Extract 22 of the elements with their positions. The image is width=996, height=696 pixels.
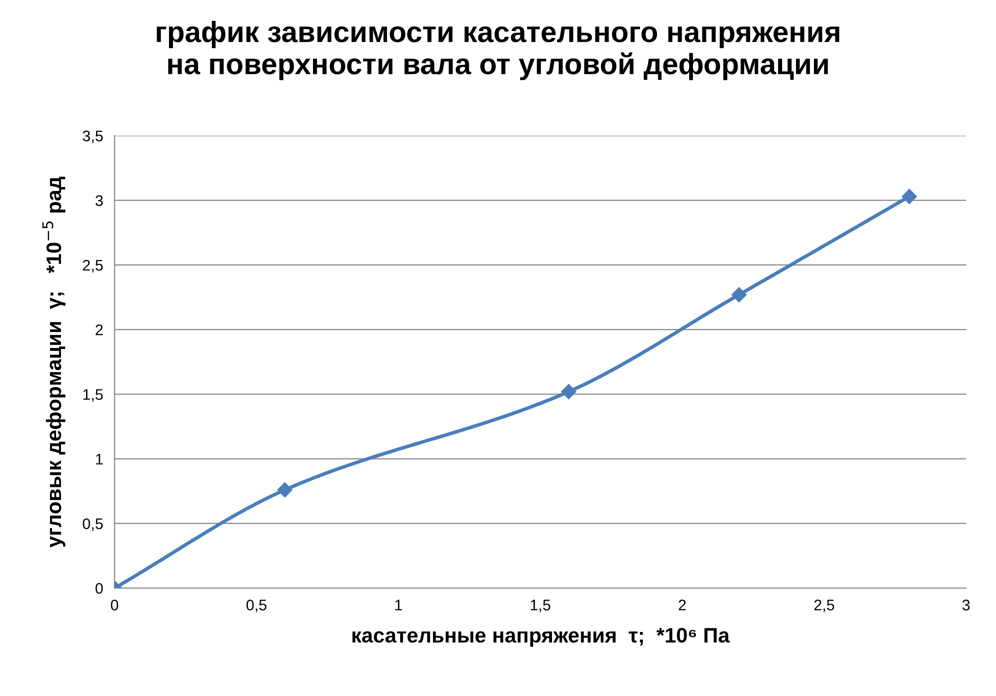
y-tick-label: 2: [96, 324, 103, 336]
y-tick-label: 1,5: [83, 389, 103, 402]
x-tick-label: 1: [395, 600, 402, 610]
x-tick-label: 0: [110, 600, 118, 610]
y-tick-label: 1: [96, 454, 103, 464]
x-tick-label: 3: [962, 600, 970, 610]
y-tick-label: 2,5: [82, 260, 103, 272]
y-tick-label: 3: [96, 195, 103, 206]
chart-title: график зависимости касательного напряжения на поверхности вала от угловой деформации: [156, 20, 840, 80]
y-axis-title: угловык деформации γ; *10$^{−5}$ рад: [42, 176, 66, 548]
y-tick-label: 0: [96, 582, 103, 594]
point: [731, 287, 747, 302]
x-tick-label: 2: [678, 600, 686, 610]
y-tick-label: 0,5: [82, 518, 103, 531]
point: [902, 188, 917, 204]
x-tick-label: 0,5: [246, 600, 266, 612]
point: [277, 482, 292, 498]
x-tick-label: 2,5: [814, 600, 834, 612]
y-tick-label: 3,5: [82, 130, 103, 144]
point: [561, 384, 576, 400]
x-axis-title: касательные напряжения τ; *10⁶ Па: [352, 628, 730, 647]
x-tick-label: 1,5: [530, 600, 550, 612]
